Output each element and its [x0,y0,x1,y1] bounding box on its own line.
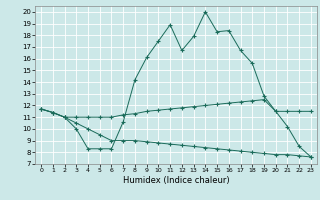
X-axis label: Humidex (Indice chaleur): Humidex (Indice chaleur) [123,176,229,185]
